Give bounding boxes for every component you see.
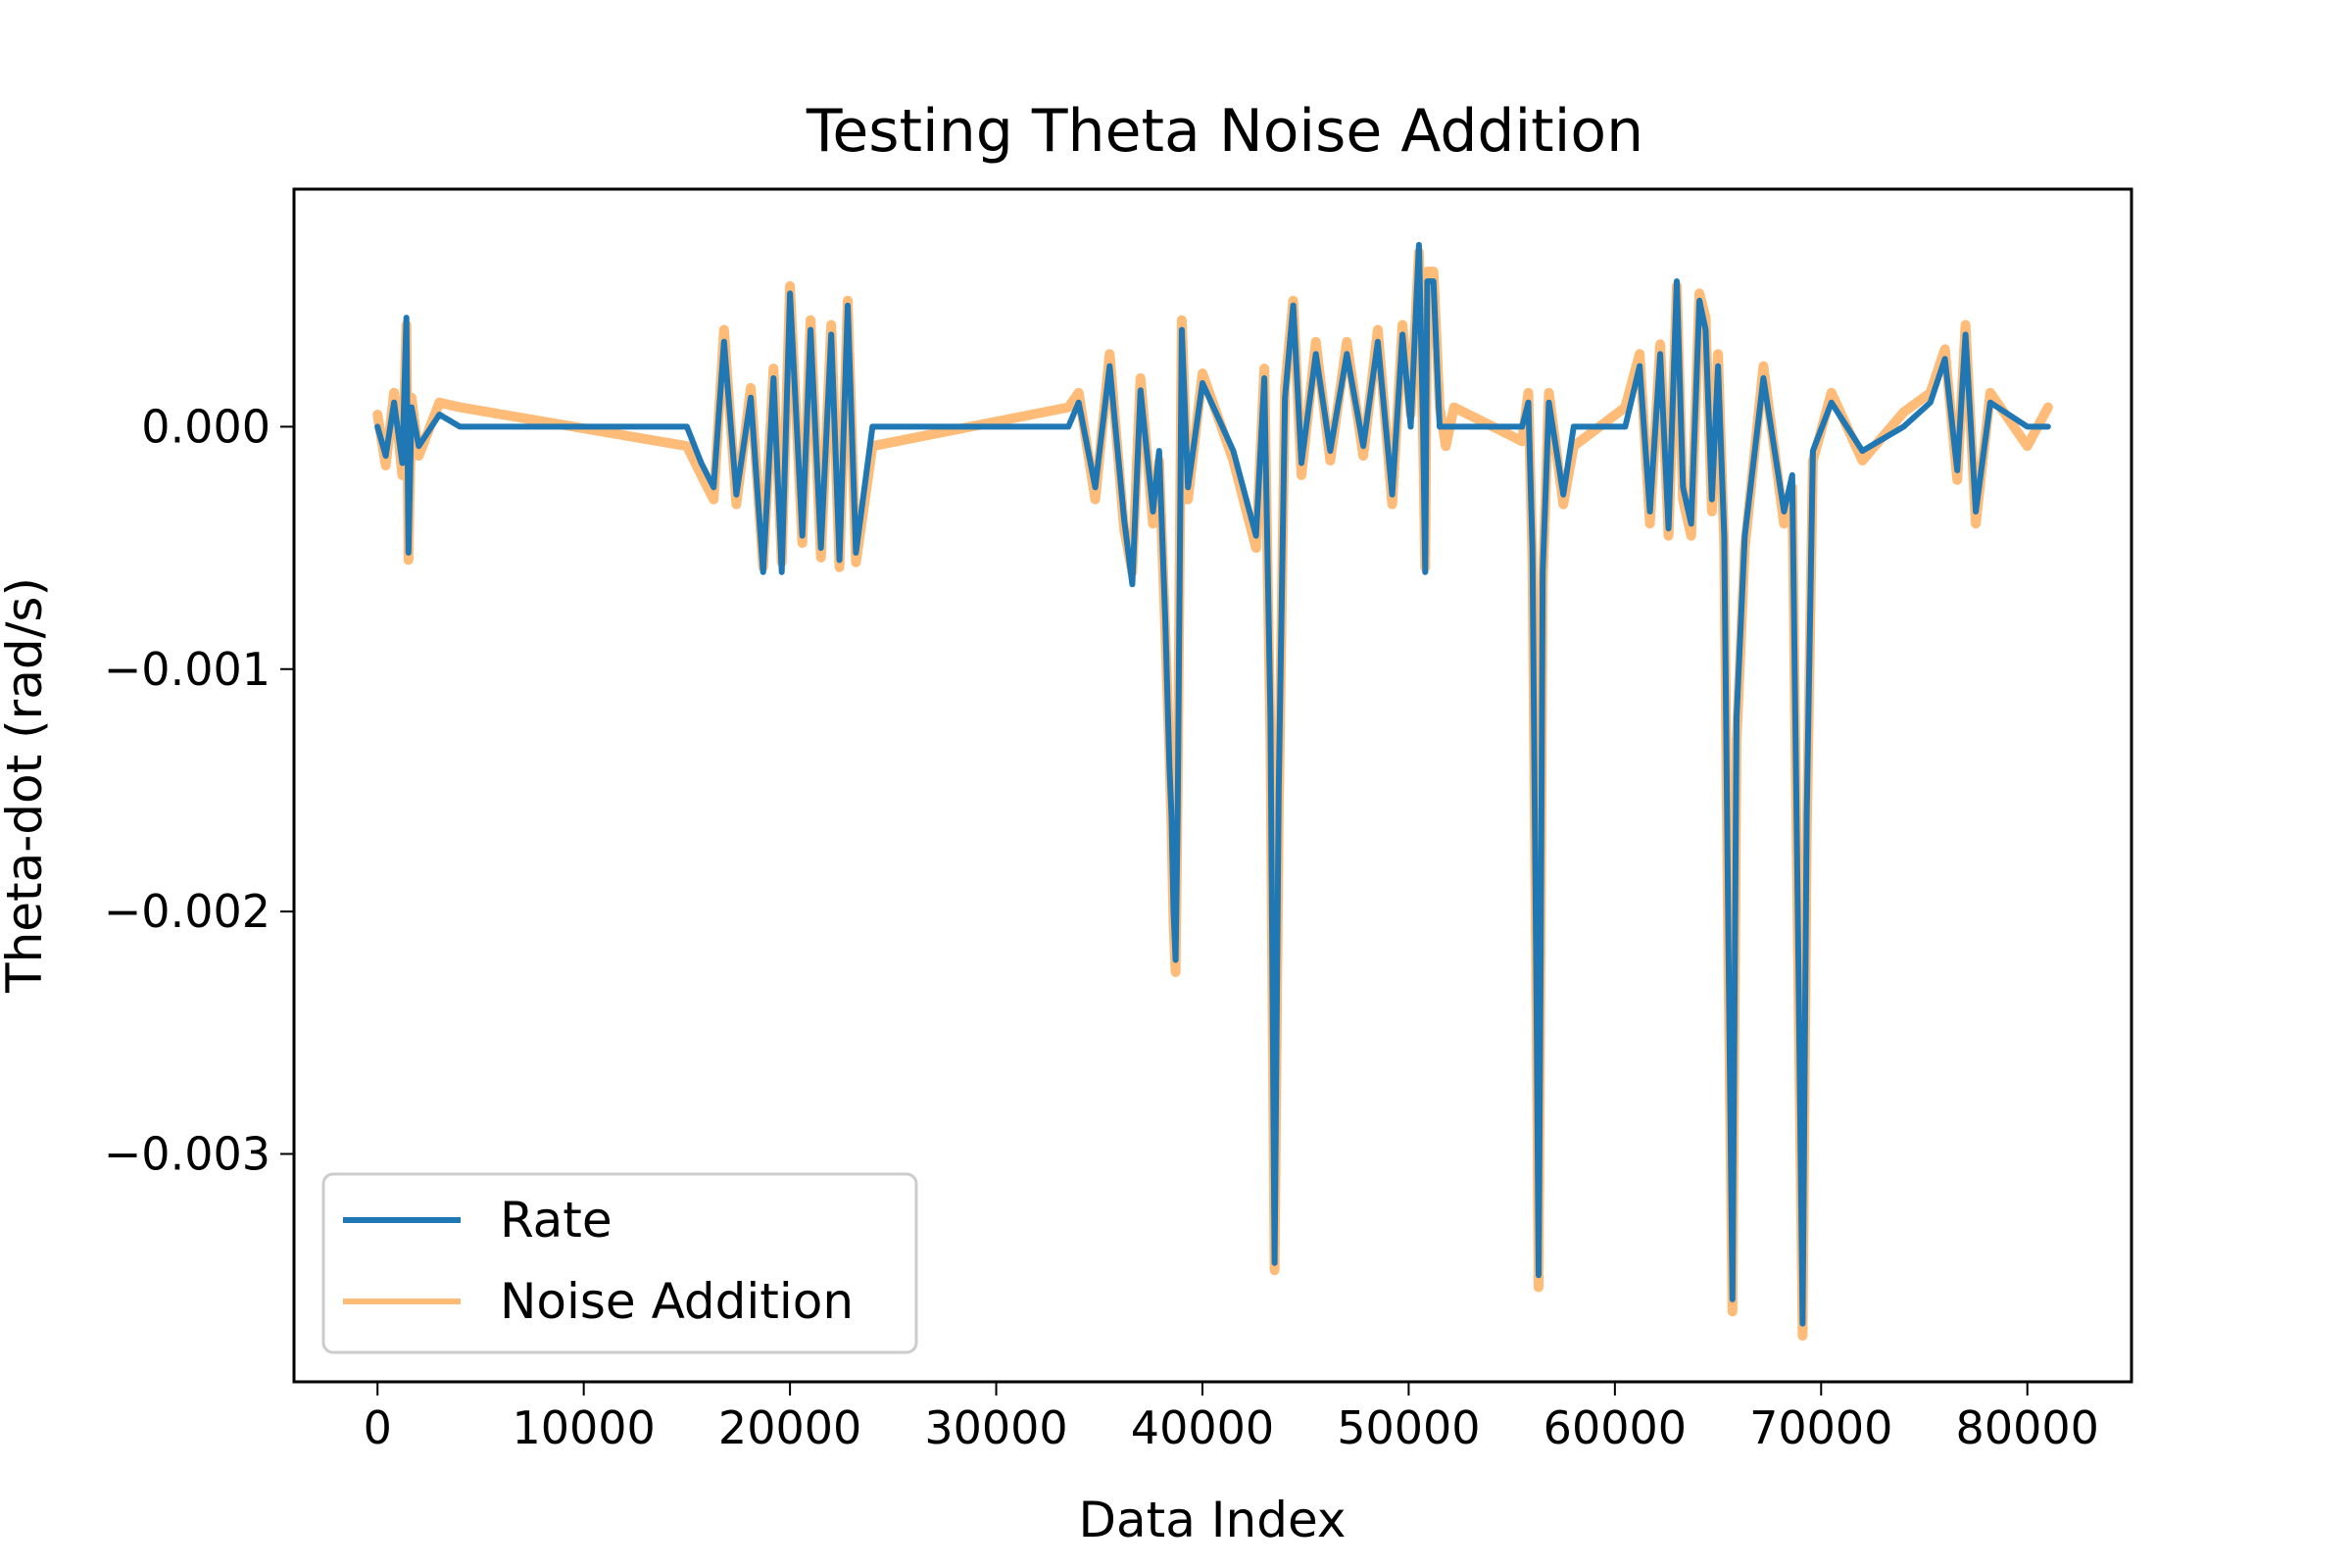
series-line-0 bbox=[374, 241, 2051, 1327]
legend: Rate Noise Addition bbox=[321, 1172, 918, 1354]
legend-label-rate: Rate bbox=[500, 1192, 612, 1249]
y-tick-label: −0.003 bbox=[104, 1127, 270, 1180]
x-tick-label: 20000 bbox=[718, 1401, 861, 1454]
x-tick-label: 40000 bbox=[1131, 1401, 1274, 1454]
legend-label-noise-addition: Noise Addition bbox=[500, 1273, 854, 1330]
chart-title: Testing Theta Noise Addition bbox=[806, 97, 1643, 166]
y-tick-label: −0.002 bbox=[104, 885, 270, 938]
x-axis: 0 10000 20000 30000 40000 50000 60000 70000 8000… bbox=[364, 1382, 2099, 1454]
x-tick-label: 10000 bbox=[512, 1401, 655, 1454]
legend-box bbox=[321, 1172, 918, 1354]
plot-frame bbox=[292, 187, 2133, 1384]
y-tick-label: 0.000 bbox=[141, 400, 270, 453]
x-tick-label: 80000 bbox=[1956, 1401, 2099, 1454]
x-tick-label: 30000 bbox=[924, 1401, 1067, 1454]
series-layer bbox=[372, 241, 2053, 1341]
x-tick-label: 50000 bbox=[1337, 1401, 1480, 1454]
x-tick-label: 60000 bbox=[1544, 1401, 1687, 1454]
y-tick-label: −0.001 bbox=[104, 643, 270, 696]
y-axis: 0.000 −0.001 −0.002 −0.003 bbox=[104, 400, 294, 1180]
x-tick-label: 0 bbox=[364, 1401, 392, 1454]
x-tick-label: 70000 bbox=[1749, 1401, 1892, 1454]
x-axis-label: Data Index bbox=[1079, 1492, 1347, 1548]
y-axis-label: Theta-dot (rad/s) bbox=[0, 577, 53, 994]
